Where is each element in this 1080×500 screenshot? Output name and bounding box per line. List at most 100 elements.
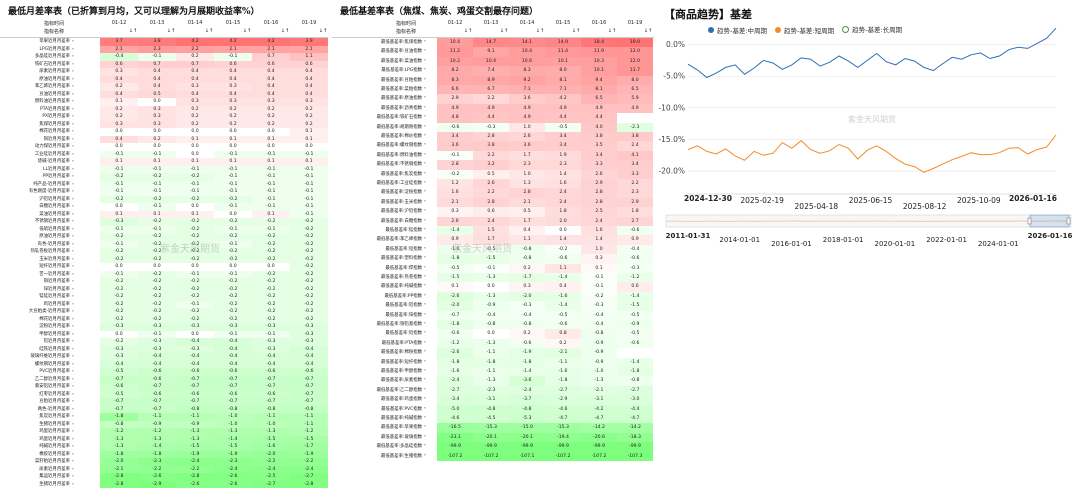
month-spread-table-header: 指标时间 指标名称 01-12 ↓↑ 01-13 ↓↑ 01-14 ↓↑ 01-15 ↓↑ 01-1…: [0, 17, 328, 38]
table-cell: -0.2: [138, 270, 176, 278]
table-cell: 0.0: [138, 263, 176, 271]
table-row: 鸡蛋近月月差率 ▾ -1.2 -1.2 -1.3 -1.3 -1.3 -1.2: [0, 428, 328, 436]
row-label: 铜近月月差率: [43, 136, 70, 142]
row-menu-icon: ▾: [72, 414, 74, 418]
row-menu-icon: ▾: [424, 180, 426, 184]
table-cell: 0.2: [176, 113, 214, 121]
table-cell: -0.2: [176, 308, 214, 316]
table-cell: 0.5: [138, 90, 176, 98]
table-cell: -18.3: [617, 432, 653, 443]
table-cell: -1.3: [138, 435, 176, 443]
table-cell: 0.4: [176, 90, 214, 98]
table-cell: -1.9: [214, 450, 252, 458]
table-cell: -0.6: [214, 390, 252, 398]
table-cell: -0.4: [290, 353, 328, 361]
table-cell: -0.2: [290, 233, 328, 241]
row-label: 最低基差率:玻璃指数: [381, 434, 422, 440]
legend-item[interactable]: 趋势-基差:短周期: [775, 25, 834, 35]
row-label: 集运近月月差率: [39, 474, 70, 479]
table-cell: -0.2: [214, 278, 252, 286]
table-cell: -0.2: [290, 255, 328, 263]
row-menu-icon: ▾: [72, 444, 74, 448]
row-label: PP近月月差率: [42, 174, 70, 179]
table-cell: -2.3: [473, 385, 509, 396]
table-cell: 0.2: [138, 135, 176, 143]
table-cell: -1.8: [437, 254, 473, 264]
table-cell: 0.2: [214, 113, 252, 121]
table-cell: -1.4: [617, 291, 653, 302]
table-cell: -0.3: [581, 301, 617, 311]
chart-title: 【商品趋势】基差: [664, 8, 752, 21]
table-cell: -0.7: [214, 383, 252, 391]
table-row: 多晶硅近月月差率 ▾ -0.4 -0.1 0.2 -0.1 0.7 1.1: [0, 53, 328, 61]
x-tick-label: 2025-04-18: [795, 202, 839, 211]
row-label: 最低基差率:焦炭指数: [381, 171, 422, 177]
header-date: 01-14: [519, 20, 535, 26]
table-cell: -0.2: [214, 233, 252, 241]
sort-icon: ↓↑: [463, 28, 473, 34]
table-cell: -0.2: [252, 285, 290, 293]
table-cell: -2.4: [290, 465, 328, 473]
table-cell: 5.9: [617, 94, 653, 104]
table-cell: -3.7: [509, 395, 545, 405]
table-cell: -0.1: [473, 263, 509, 273]
row-label: 最低基差率:生猪指数: [381, 453, 422, 459]
table-cell: 2.9: [437, 94, 473, 104]
table-row: 焦炭近月月差率 ▾ -1.8 -1.1 -1.1 -1.0 -1.1 -1.1: [0, 413, 328, 421]
table-cell: 6.6: [437, 85, 473, 95]
table-cell: -1.4: [545, 273, 581, 283]
table-cell: -0.3: [509, 301, 545, 311]
row-label: 最低基差率:不锈钢指数: [376, 162, 422, 168]
row-label: 纯碱近月月差率: [39, 444, 70, 449]
table-row: 最低基差率:玉米指数 ▾ 2.1 2.8 2.1 2.4 2.8 2.9: [332, 197, 654, 208]
navigator-handle[interactable]: [1027, 217, 1032, 225]
table-cell: -0.4: [214, 338, 252, 346]
table-cell: -0.2: [581, 291, 617, 302]
table-cell: -0.1: [100, 225, 138, 233]
legend-marker: [708, 26, 714, 33]
table-cell: -2.8: [100, 473, 138, 481]
table-cell: -0.2: [252, 240, 290, 248]
table-cell: -1.8: [617, 367, 653, 377]
chart-legend: 趋势-基差:中周期 趋势-基差:短周期 趋势-基差:长周期: [708, 24, 910, 35]
navigator-handle[interactable]: [1066, 217, 1071, 225]
table-cell: 0.0: [214, 128, 252, 136]
table-cell: -0.1: [437, 150, 473, 161]
row-menu-icon: ▾: [72, 204, 74, 208]
table-cell: 4.2: [545, 94, 581, 104]
table-cell: -0.7: [290, 390, 328, 398]
table-cell: -20.1: [473, 432, 509, 443]
table-cell: 4.9: [581, 103, 617, 114]
table-cell: -0.7: [214, 398, 252, 406]
table-cell: -0.2: [176, 195, 214, 203]
row-label: 最低基差率:乙二醇指数: [376, 387, 422, 393]
table-cell: -0.5: [617, 329, 653, 339]
table-cell: -0.4: [100, 53, 138, 61]
table-cell: -4.7: [581, 414, 617, 424]
table-cell: 10.4: [509, 47, 545, 57]
table-cell: -2.0: [437, 301, 473, 311]
table-cell: 1.6: [437, 188, 473, 198]
table-cell: -2.3: [138, 458, 176, 466]
table-cell: -0.2: [214, 285, 252, 293]
table-cell: -0.2: [138, 240, 176, 248]
table-cell: -1.1: [176, 413, 214, 421]
table-cell: -2.6: [176, 480, 214, 488]
row-label: 原油近月月差率: [39, 234, 70, 239]
row-menu-icon: ▾: [72, 429, 74, 433]
table-cell: 3.4: [437, 132, 473, 142]
table-cell: -0.1: [100, 165, 138, 173]
table-row: PP近月月差率 ▾ -0.2 -0.2 -0.2 -0.1 -0.1 -0.1: [0, 173, 328, 181]
table-cell: -5.0: [437, 404, 473, 414]
table-cell: 2.4: [545, 197, 581, 208]
table-cell: 0.7: [138, 60, 176, 68]
series-line-short-period: [687, 134, 1057, 173]
table-cell: [617, 113, 653, 122]
legend-item[interactable]: 趋势-基差:长周期: [842, 24, 902, 34]
table-cell: 14.9: [545, 38, 581, 48]
legend-item[interactable]: 趋势-基差:中周期: [708, 25, 767, 35]
row-label: 原油近月月差率: [39, 76, 70, 82]
table-cell: -2.6: [437, 348, 473, 358]
row-label: 最低基差率:豆粕指数: [381, 77, 422, 83]
row-label: 铜近月月差率: [43, 279, 70, 284]
